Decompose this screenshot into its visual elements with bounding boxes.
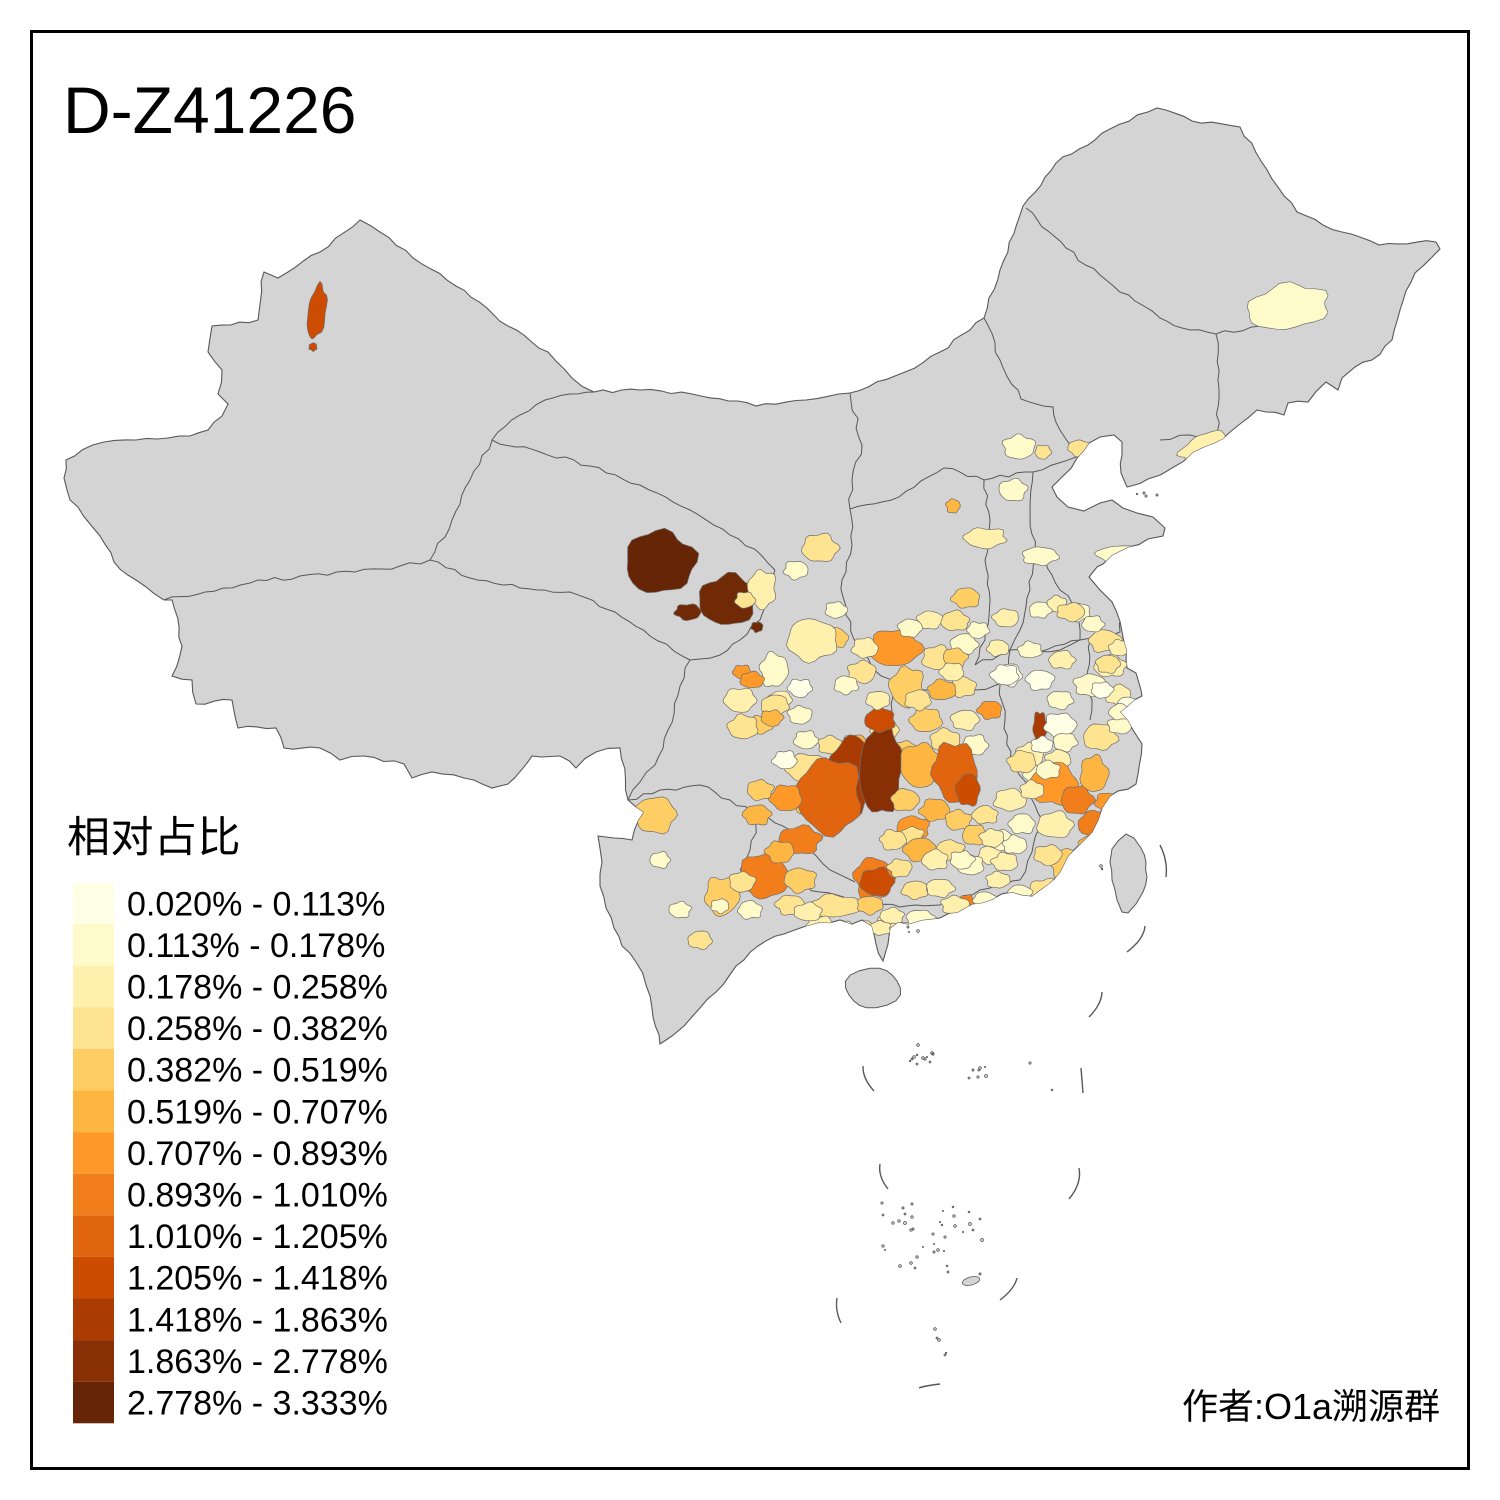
- svg-text:1.010% - 1.205%: 1.010% - 1.205%: [127, 1218, 388, 1256]
- svg-text:0.519% - 0.707%: 0.519% - 0.707%: [127, 1093, 388, 1131]
- svg-text:0.707% - 0.893%: 0.707% - 0.893%: [127, 1135, 388, 1173]
- svg-text:0.020% - 0.113%: 0.020% - 0.113%: [127, 885, 385, 923]
- svg-text:2.778% - 3.333%: 2.778% - 3.333%: [127, 1385, 388, 1423]
- svg-text:0.382% - 0.519%: 0.382% - 0.519%: [127, 1052, 388, 1090]
- svg-text:1.418% - 1.863%: 1.418% - 1.863%: [127, 1301, 388, 1339]
- svg-text:0.893% - 1.010%: 0.893% - 1.010%: [127, 1177, 388, 1215]
- svg-text:0.178% - 0.258%: 0.178% - 0.258%: [127, 969, 388, 1007]
- svg-text:D-Z41226: D-Z41226: [63, 73, 357, 147]
- svg-text::O1a: :O1a: [1254, 1386, 1333, 1427]
- svg-text:0.258% - 0.382%: 0.258% - 0.382%: [127, 1010, 388, 1048]
- svg-text:1.205% - 1.418%: 1.205% - 1.418%: [127, 1260, 388, 1298]
- svg-text:1.863% - 2.778%: 1.863% - 2.778%: [127, 1343, 388, 1381]
- svg-text:0.113% - 0.178%: 0.113% - 0.178%: [127, 927, 385, 965]
